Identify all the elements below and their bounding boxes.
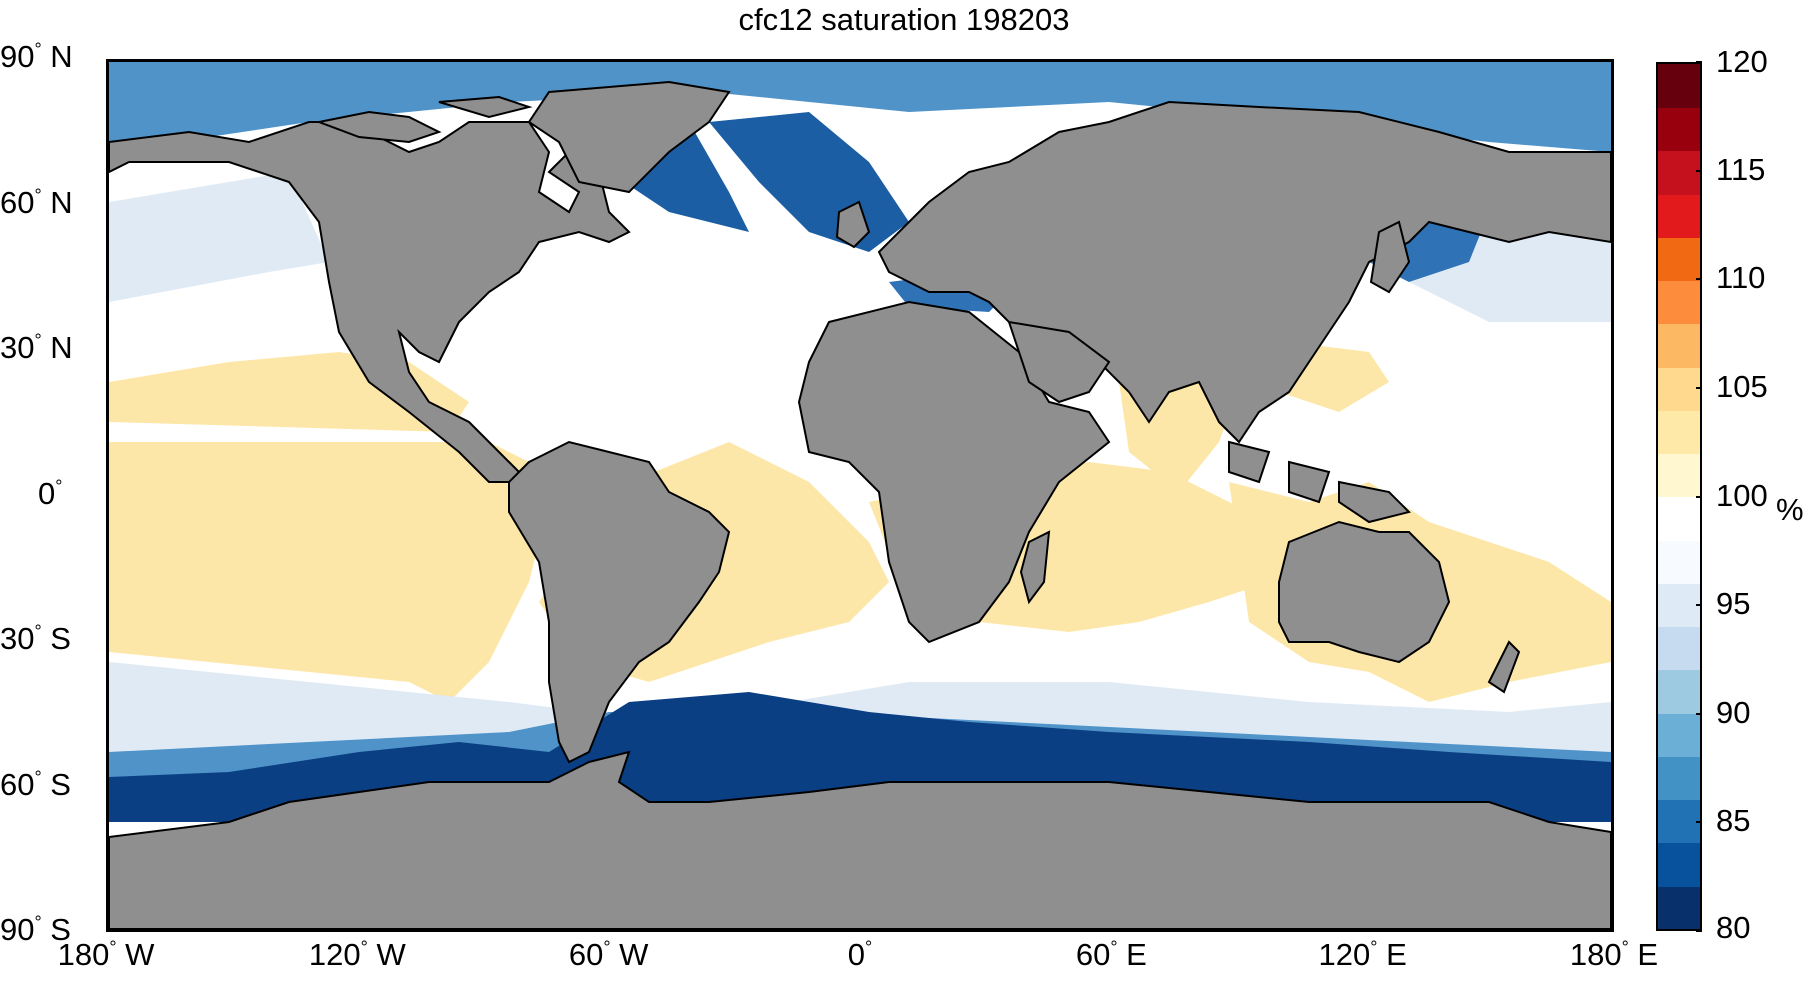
colorbar-segment xyxy=(1658,237,1700,281)
colorbar-tick-label: 115 xyxy=(1716,151,1766,187)
undersaturation-region-north-pacific xyxy=(109,172,1611,322)
latitude-label: 60° S xyxy=(0,766,71,802)
land-new-zealand xyxy=(1487,640,1521,694)
land-australia xyxy=(1278,520,1451,664)
land-greenland xyxy=(527,80,731,194)
colorbar-tick-label: 120 xyxy=(1716,44,1768,79)
colorbar-segment xyxy=(1658,583,1700,627)
colorbar-tick-label: 110 xyxy=(1716,260,1766,296)
longitude-label: 180° W xyxy=(57,937,155,972)
latitude-label: 30° N xyxy=(0,330,73,365)
colorbar-segment xyxy=(1658,539,1700,584)
land-south-america xyxy=(508,440,731,764)
land-southeast-asia-islands xyxy=(1228,440,1411,524)
land-british-isles xyxy=(835,200,871,249)
colorbar-segment xyxy=(1658,323,1700,368)
colorbar-segment xyxy=(1658,150,1700,195)
colorbar-segment xyxy=(1658,799,1700,844)
land-arabia xyxy=(1007,320,1111,404)
colorbar-segment xyxy=(1658,756,1700,800)
longitude-label: 0° xyxy=(847,937,873,972)
colorbar-segment xyxy=(1658,496,1700,541)
colorbar-tick-mark xyxy=(1696,712,1702,715)
longitude-label: 180° E xyxy=(1569,937,1659,972)
colorbar-tick-label: 100 xyxy=(1716,477,1768,513)
longitude-label: 60° E xyxy=(1075,937,1147,972)
map-title: cfc12 saturation 198203 xyxy=(738,2,1070,37)
latitude-label: 90° S xyxy=(0,912,71,947)
map-svg xyxy=(109,62,1611,929)
colorbar xyxy=(1656,62,1702,931)
latitude-label: 0° xyxy=(38,475,63,511)
land-masses xyxy=(109,80,1611,929)
latitude-label: 60° N xyxy=(0,184,73,220)
land-antarctica xyxy=(109,750,1611,929)
colorbar-tick-label: 105 xyxy=(1716,368,1768,404)
land-japan xyxy=(1369,220,1411,294)
colorbar-segment xyxy=(1658,193,1700,238)
colorbar-unit: % xyxy=(1776,492,1804,527)
colorbar-tick-mark xyxy=(1696,821,1702,824)
colorbar-tick-label: 80 xyxy=(1716,910,1751,945)
land-arctic-islands xyxy=(315,95,533,144)
colorbar-tick-label: 90 xyxy=(1716,694,1751,730)
colorbar-tick-mark xyxy=(1696,604,1702,607)
longitude-label: 60° W xyxy=(568,937,649,972)
colorbar-tick-mark xyxy=(1696,61,1702,63)
colorbar-segment xyxy=(1658,453,1700,498)
colorbar-tick-label: 85 xyxy=(1716,803,1751,839)
colorbar-segment xyxy=(1658,366,1700,411)
colorbar-segment xyxy=(1658,712,1700,757)
colorbar-segment xyxy=(1658,410,1700,454)
colorbar-segment xyxy=(1658,669,1700,714)
colorbar-segment xyxy=(1658,885,1700,929)
latitude-label: 30° S xyxy=(0,621,71,656)
latitude-label: 90° N xyxy=(0,39,73,74)
colorbar-segment xyxy=(1658,842,1700,887)
longitude-label: 120° E xyxy=(1318,937,1407,972)
colorbar-tick-mark xyxy=(1696,386,1702,389)
colorbar-tick-mark xyxy=(1696,169,1702,172)
colorbar-tick-mark xyxy=(1696,278,1702,281)
colorbar-tick-mark xyxy=(1696,495,1702,498)
colorbar-segment xyxy=(1658,626,1700,671)
land-madagascar xyxy=(1019,530,1051,605)
colorbar-segment xyxy=(1658,280,1700,325)
colorbar-tick-mark xyxy=(1696,930,1702,932)
world-map xyxy=(106,59,1614,932)
colorbar-segment xyxy=(1658,64,1700,108)
colorbar-segment xyxy=(1658,107,1700,152)
longitude-label: 120° W xyxy=(308,937,406,972)
undersaturation-region-arctic xyxy=(109,62,1611,152)
colorbar-tick-label: 95 xyxy=(1716,586,1751,622)
land-north-america xyxy=(109,121,631,483)
